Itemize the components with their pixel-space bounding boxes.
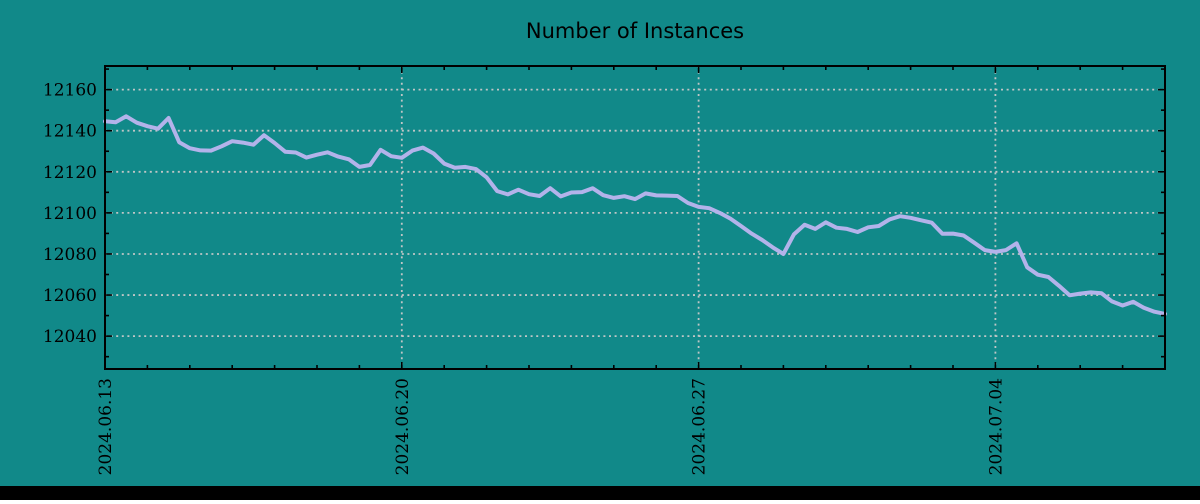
y-tick-label: 12120 [43, 163, 97, 183]
x-tick-label: 2024.06.20 [393, 378, 413, 475]
bottom-bar [0, 486, 1200, 500]
y-tick-label: 12080 [43, 245, 97, 265]
x-tick-label: 2024.06.27 [690, 378, 710, 475]
axes-border-and-ticks [104, 65, 1166, 370]
x-tick-label: 2024.06.13 [96, 378, 116, 475]
x-tick-label: 2024.07.04 [986, 378, 1006, 475]
y-tick-label: 12160 [43, 81, 97, 101]
y-tick-labels: 12040 12060 12080 12100 12120 12140 12160 [43, 81, 97, 348]
x-tick-labels: 2024.06.13 2024.06.20 2024.06.27 2024.07.04 [96, 378, 1006, 475]
y-tick-label: 12100 [43, 204, 97, 224]
chart-title: Number of Instances [526, 19, 744, 43]
plot-border [104, 65, 1166, 370]
data-line [103, 114, 1167, 316]
y-tick-label: 12140 [43, 122, 97, 142]
y-tick-label: 12040 [43, 327, 97, 347]
y-tick-label: 12060 [43, 286, 97, 306]
series-line [103, 114, 1167, 316]
